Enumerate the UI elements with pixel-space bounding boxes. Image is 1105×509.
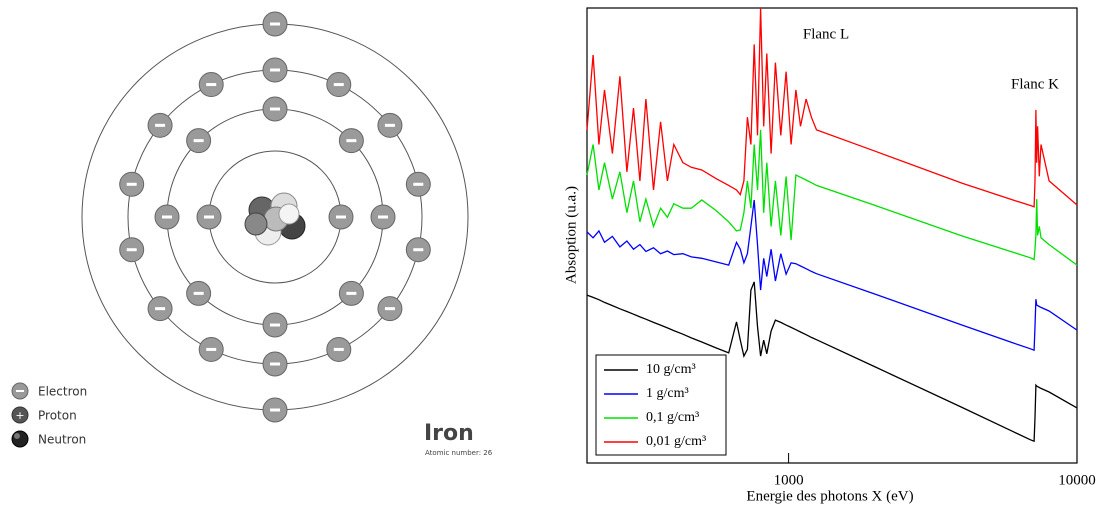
chart: Energie des photons X (eV) Absoption (u.… [563, 7, 1096, 504]
electron-sign [333, 83, 344, 87]
electron-sign [270, 107, 280, 111]
electron-sign [193, 291, 204, 295]
legend-box [595, 354, 727, 456]
legend-label: Neutron [38, 433, 86, 447]
diagram-title: Iron [424, 421, 474, 446]
electron-sign [270, 362, 280, 366]
electron-sign [384, 123, 395, 127]
x-tick-label: 1000 [774, 472, 804, 488]
diagram-subtitle: Atomic number: 26 [425, 449, 493, 457]
electron-sign [413, 248, 424, 252]
svg-text:+: + [15, 409, 24, 422]
electron-sign [270, 323, 280, 327]
electron-sign [378, 215, 388, 219]
legend-label: 0,1 g/cm³ [646, 410, 699, 425]
series-line [586, 129, 1078, 266]
series-line [586, 281, 1078, 443]
electron-sign [155, 307, 166, 311]
plot-frame [586, 7, 1078, 464]
electron-sign [206, 347, 217, 351]
atom-legend: + Electron Proton Neutron [11, 382, 87, 448]
annotation: Flanc L [803, 26, 849, 42]
atom-diagram [81, 11, 469, 423]
electron-sign [413, 182, 424, 186]
legend-label: 1 g/cm³ [646, 386, 689, 401]
legend-label: Proton [38, 409, 77, 423]
electron-sign [204, 215, 214, 219]
y-axis-label: Absoption (u.a.) [563, 186, 579, 284]
electron-sign [126, 182, 137, 186]
electron-sign [333, 347, 344, 351]
series-line [586, 7, 1078, 208]
electron-sign [206, 83, 217, 87]
electron-sign [336, 215, 346, 219]
electron-sign [155, 123, 166, 127]
annotation: Flanc K [1011, 76, 1059, 92]
electron-sign [270, 68, 280, 72]
legend-label: 10 g/cm³ [646, 362, 696, 377]
electron-sign [270, 22, 280, 26]
electron-sign [346, 291, 357, 295]
electron-sign [126, 248, 137, 252]
electron-sign [270, 408, 280, 412]
legend-label: Electron [38, 385, 87, 399]
series-line [586, 199, 1078, 352]
nucleus [244, 192, 306, 246]
electron-sign [346, 139, 357, 143]
legend-label: 0,01 g/cm³ [646, 434, 706, 449]
electron-sign [193, 139, 204, 143]
electron-sign [384, 307, 395, 311]
x-axis-label: Energie des photons X (eV) [746, 488, 913, 504]
electron-sign [162, 215, 172, 219]
x-tick-label: 10000 [1058, 472, 1096, 488]
